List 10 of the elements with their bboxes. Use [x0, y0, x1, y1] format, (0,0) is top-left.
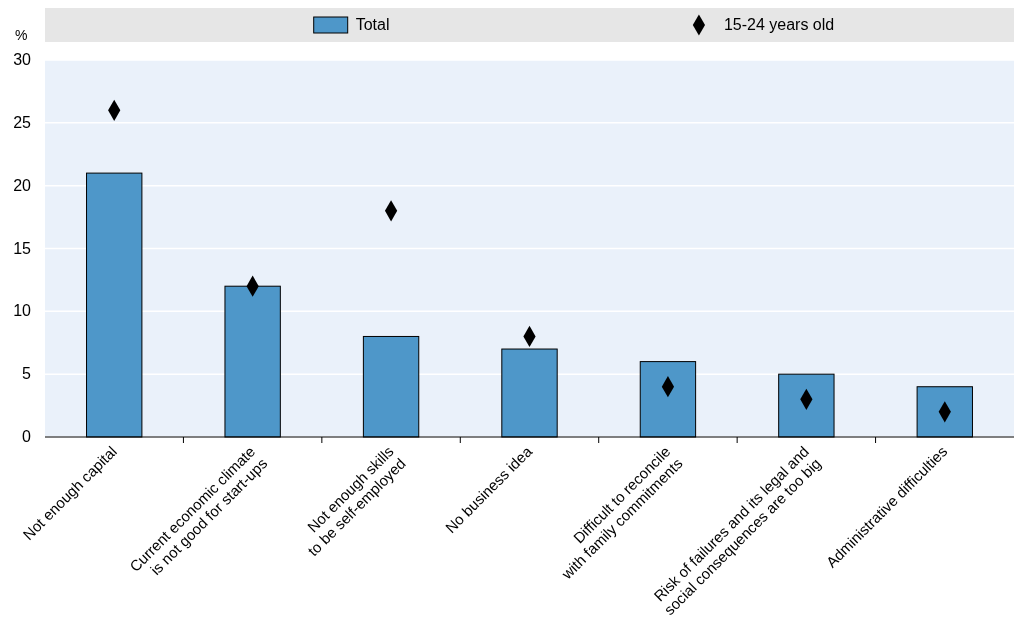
legend-label: 15-24 years old: [723, 16, 835, 33]
y-tick-label: 15: [13, 239, 32, 257]
y-axis-title: %: [15, 27, 28, 43]
y-tick-label: 0: [22, 428, 32, 445]
y-tick-label: 25: [13, 113, 32, 131]
legend-label: Total: [355, 16, 390, 33]
y-tick-label: 10: [13, 302, 32, 320]
y-tick-label: 20: [13, 176, 32, 194]
y-tick-label: 5: [22, 365, 32, 383]
y-tick-label: 30: [13, 51, 32, 68]
